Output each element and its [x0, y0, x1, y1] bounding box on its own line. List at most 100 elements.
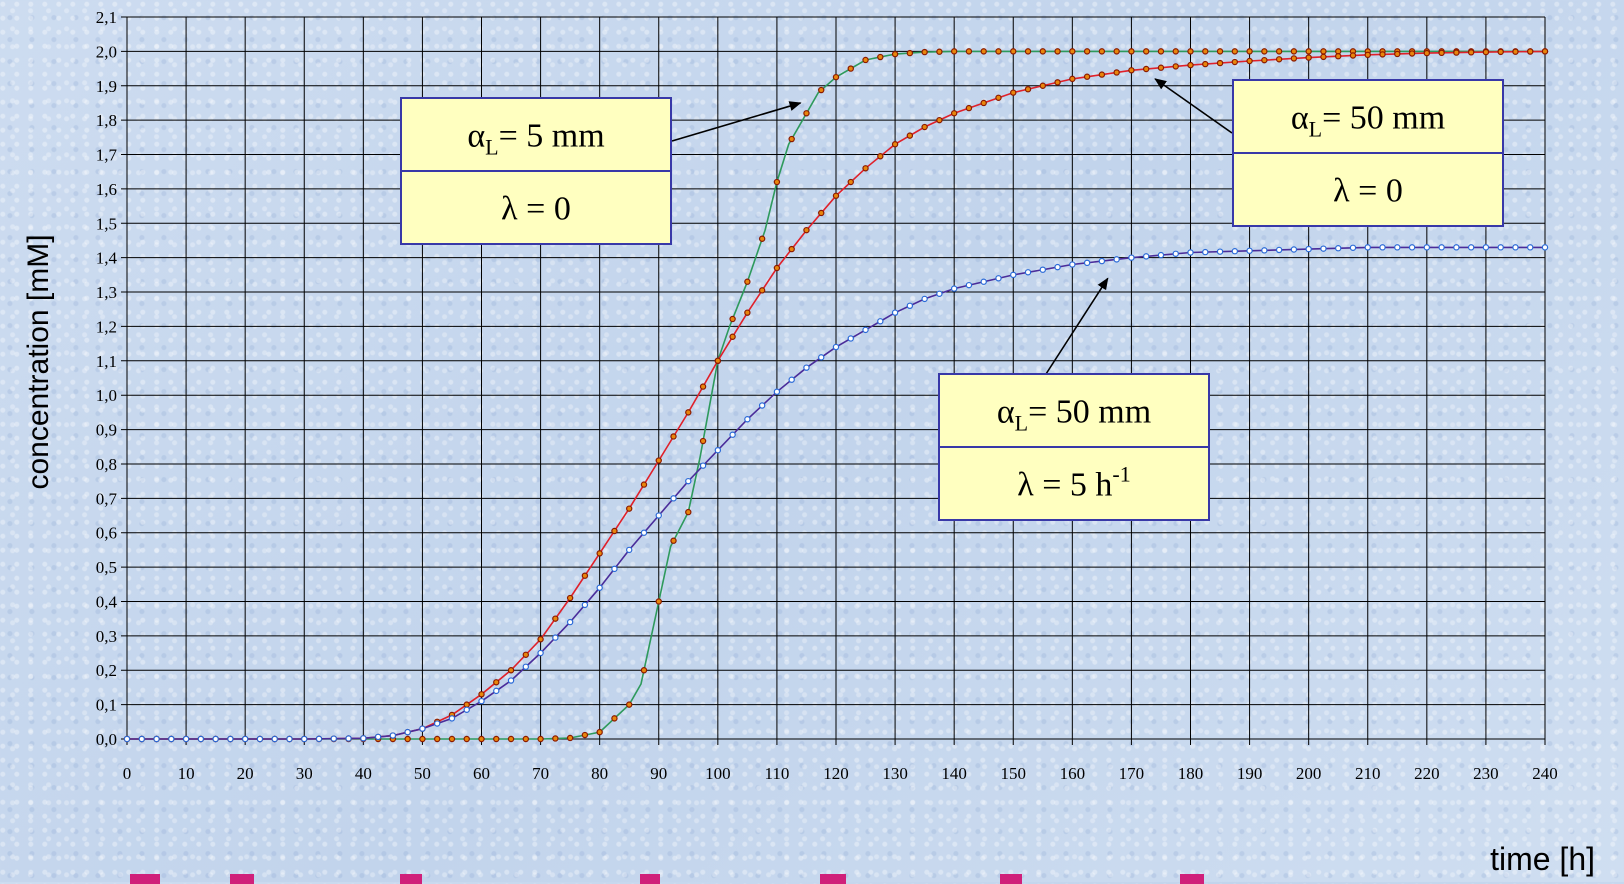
data-point: [241, 735, 249, 743]
data-point: [803, 226, 810, 234]
data-point: [773, 388, 781, 395]
data-point: [1069, 261, 1076, 268]
data-point: [773, 178, 781, 186]
data-point: [803, 364, 810, 371]
data-point: [1246, 57, 1253, 65]
data-point: [1157, 251, 1165, 259]
data-point: [581, 731, 589, 739]
data-point: [389, 732, 397, 739]
data-point: [611, 715, 618, 722]
annotation-alpha: αL= 50 mm: [997, 394, 1151, 436]
data-point: [729, 431, 736, 438]
data-point: [1172, 63, 1179, 70]
data-point: [965, 281, 973, 289]
data-point: [1098, 257, 1106, 265]
data-point: [522, 651, 530, 658]
alpha-value: = 50 mm: [1322, 100, 1445, 137]
data-point: [581, 601, 589, 609]
annotation-lambda: λ = 0: [501, 191, 571, 228]
alpha-symbol: α: [467, 118, 485, 155]
data-point: [1453, 244, 1460, 251]
lambda-value: λ = 5 h: [1017, 467, 1112, 504]
x-tick-label: 170: [1119, 764, 1145, 783]
data-point: [685, 508, 692, 516]
x-tick-label: 140: [941, 764, 967, 783]
data-point: [1157, 64, 1165, 71]
y-tick-label: 1,6: [96, 180, 117, 199]
data-point: [537, 649, 544, 657]
data-point: [1142, 48, 1150, 55]
data-point: [448, 715, 456, 722]
x-tick-label: 240: [1532, 764, 1558, 783]
data-point: [1379, 51, 1386, 58]
data-point: [596, 728, 603, 736]
y-tick-label: 0,4: [96, 592, 118, 611]
data-point: [1320, 53, 1327, 61]
lambda-superscript: -1: [1112, 462, 1130, 487]
data-point: [1216, 59, 1224, 67]
data-point: [478, 735, 485, 743]
y-tick-label: 1,7: [96, 146, 118, 165]
annotation-alpha: αL= 5 mm: [467, 118, 604, 160]
y-tick-label: 0,1: [96, 696, 117, 715]
series-line-alpha5_lambda0: [127, 50, 1545, 740]
data-point: [1320, 245, 1327, 252]
annotation-box2: αL= 50 mm λ = 0: [1232, 79, 1504, 227]
data-point: [1083, 48, 1091, 55]
data-point: [877, 153, 884, 160]
x-tick-label: 30: [296, 764, 313, 783]
data-point: [1541, 48, 1549, 55]
arrows-layer: [671, 78, 1233, 375]
annotation-lambda: λ = 0: [1333, 173, 1403, 210]
alpha-symbol: α: [997, 394, 1015, 431]
x-tick-label: 70: [532, 764, 549, 783]
data-point: [1512, 244, 1519, 251]
y-tick-label: 1,1: [96, 352, 117, 371]
data-point: [1054, 48, 1061, 55]
data-point: [212, 735, 219, 743]
alpha-value: = 5 mm: [499, 118, 605, 155]
data-point: [404, 728, 411, 736]
alpha-value: = 50 mm: [1028, 394, 1151, 431]
data-point: [1128, 48, 1135, 55]
data-point: [1157, 48, 1165, 55]
data-point: [714, 447, 722, 454]
data-point: [493, 679, 500, 686]
data-point: [1364, 244, 1371, 251]
data-point: [803, 110, 810, 117]
data-point: [699, 383, 707, 390]
data-point: [1083, 73, 1091, 80]
data-point: [1467, 49, 1475, 56]
data-point: [182, 735, 190, 743]
decor-dash: [400, 874, 422, 884]
data-point: [832, 343, 840, 351]
y-tick-label: 0,0: [96, 730, 117, 749]
data-point: [1010, 48, 1017, 55]
data-point: [980, 278, 987, 285]
data-point: [758, 287, 766, 294]
annotation-arrow: [671, 101, 802, 142]
data-point: [1039, 48, 1046, 55]
data-point: [862, 56, 869, 64]
data-point: [227, 735, 234, 743]
x-tick-label: 80: [591, 764, 608, 783]
data-point: [522, 735, 530, 743]
decor-dash: [1000, 874, 1022, 884]
y-tick-label: 0,5: [96, 558, 117, 577]
data-point: [640, 481, 648, 488]
data-point: [847, 335, 854, 342]
lambda-value: λ = 0: [1333, 173, 1403, 210]
data-point: [1305, 54, 1312, 61]
data-point: [419, 725, 426, 732]
annotation-lambda: λ = 5 h-1: [1017, 462, 1131, 504]
data-point: [921, 123, 928, 131]
data-point: [330, 735, 337, 742]
data-point: [537, 636, 544, 643]
data-point: [1010, 271, 1017, 279]
x-tick-label: 200: [1296, 764, 1322, 783]
data-point: [566, 618, 574, 626]
data-point: [1054, 263, 1061, 271]
x-tick-label: 130: [882, 764, 908, 783]
data-point: [478, 691, 485, 698]
data-point: [596, 550, 603, 557]
